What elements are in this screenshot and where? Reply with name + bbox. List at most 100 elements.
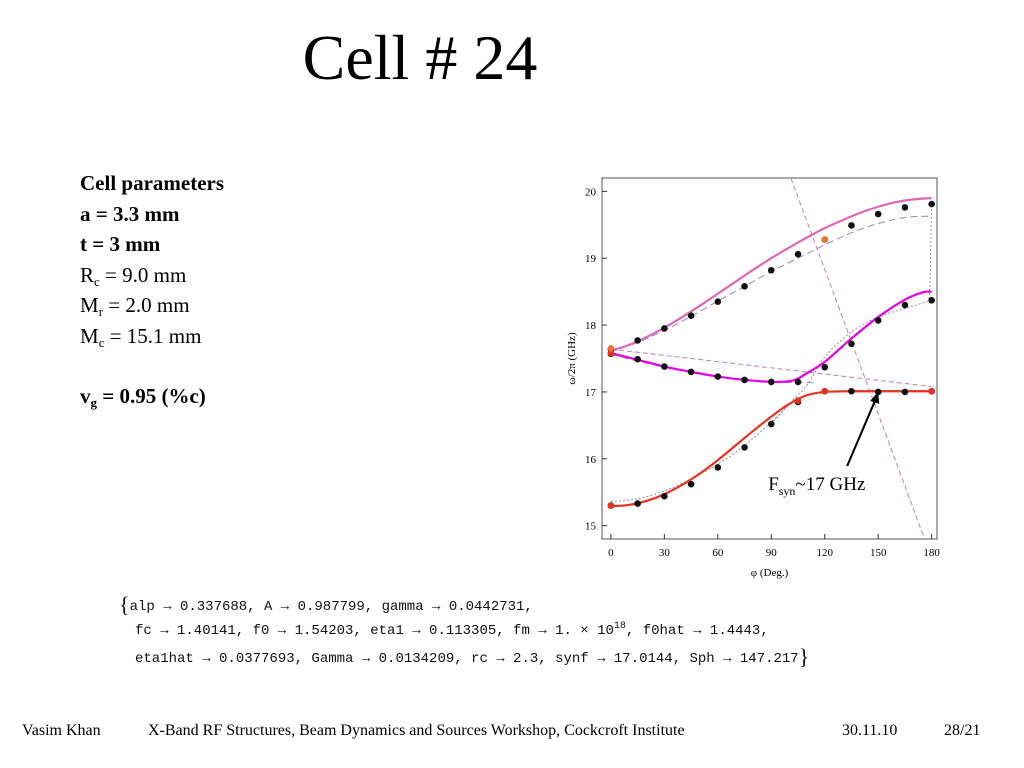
param-mc-subscript: c: [98, 334, 105, 350]
x-tick-label: 0: [608, 547, 614, 559]
data-point-points-lower: [661, 492, 668, 500]
param-mr-value: = 2.0 mm: [103, 293, 190, 317]
param-vg-value: = 0.95 (%c): [97, 384, 206, 408]
y-tick-label: 20: [585, 186, 597, 198]
x-tick-label: 180: [923, 547, 940, 559]
brace-open: {: [119, 592, 130, 617]
param-t: t = 3 mm: [80, 232, 161, 256]
param-vg: vg = 0.95 (%c): [80, 381, 224, 412]
x-tick-label: 90: [766, 547, 778, 559]
data-point-points-red: [607, 502, 615, 509]
y-axis-label: ω/2π (GHz): [566, 332, 578, 385]
data-point-points-upper: [928, 200, 935, 208]
footer-author: Vasim Khan: [22, 722, 101, 739]
fit-results-line-1: {alp → 0.337688, A → 0.987799, gamma → 0…: [119, 592, 809, 618]
x-tick-label: 60: [712, 547, 724, 559]
param-mc-symbol: M: [80, 323, 99, 348]
data-point-points-middle: [661, 363, 668, 370]
data-point-points-middle: [634, 355, 641, 363]
footer-event: X-Band RF Structures, Beam Dynamics and …: [148, 722, 685, 739]
data-point-points-upper: [794, 250, 802, 258]
data-point-points-lower: [634, 500, 641, 507]
y-tick-label: 16: [585, 454, 597, 466]
param-rc-symbol: R: [80, 262, 95, 287]
brace-close: }: [798, 644, 810, 669]
y-tick-label: 18: [585, 320, 597, 332]
data-point-points-red: [794, 397, 802, 404]
data-point-points-lower: [901, 388, 909, 396]
data-point-points-upper: [714, 298, 722, 305]
series-middle-fit: [610, 290, 932, 384]
series-middle-model: [610, 354, 816, 384]
slide-footer: Vasim Khan X-Band RF Structures, Beam Dy…: [0, 722, 1024, 744]
data-point-points-middle: [928, 297, 935, 304]
x-axis-label: φ (Deg.): [751, 567, 789, 579]
dispersion-plot: 0 30 60 90 120 150 180 15 16 17 18 19 20 φ (Deg.) ω/2π…: [566, 177, 940, 579]
fit-results-text-2b: , f0hat → 1.4443,: [625, 623, 769, 639]
param-rc-subscript: c: [94, 273, 100, 289]
data-point-points-upper: [661, 325, 668, 332]
param-mc-value: = 15.1 mm: [104, 323, 202, 348]
data-point-points-middle: [874, 317, 882, 324]
data-point-points-upper: [848, 222, 855, 229]
plot-area: [607, 178, 935, 539]
data-point-points-middle: [714, 373, 722, 380]
data-point-points-upper: [874, 210, 882, 218]
data-point-points-lower: [848, 387, 855, 395]
param-mc: Mc = 15.1 mm: [80, 321, 224, 352]
annotation-arrow-head: [870, 391, 880, 404]
param-vg-symbol: v: [80, 384, 91, 408]
param-mr: Mr = 2.0 mm: [80, 290, 224, 321]
data-point-points-middle: [741, 376, 748, 384]
param-rc: Rc = 9.0 mm: [80, 260, 224, 291]
x-tick-label: 120: [816, 547, 833, 559]
fit-results-text-3: eta1hat → 0.0377693, Gamma → 0.0134209, …: [135, 651, 799, 667]
param-vg-subscript: g: [90, 395, 98, 410]
annotation-label: Fsyn~17 GHz: [768, 474, 865, 498]
annotation-arrow-shaft: [846, 397, 878, 467]
data-point-points-upper: [767, 266, 775, 274]
data-point-points-middle: [901, 301, 909, 309]
data-point-points-middle: [767, 378, 775, 386]
param-mr-symbol: M: [80, 293, 99, 317]
footer-date: 30.11.10: [842, 722, 898, 739]
data-point-points-upper: [901, 204, 909, 211]
annotation-label-rest: ~17 GHz: [795, 474, 865, 495]
data-point-points-middle: [821, 363, 829, 371]
data-point-points-lower: [714, 464, 722, 471]
data-point-points-red: [928, 387, 935, 395]
footer-page: 28/21: [944, 722, 981, 739]
series-light-line-upper: [610, 348, 932, 388]
fit-results-line-3: eta1hat → 0.0377693, Gamma → 0.0134209, …: [135, 644, 809, 670]
data-point-points-lower: [687, 480, 695, 488]
y-tick-label: 19: [585, 253, 597, 265]
y-tick-label: 15: [585, 521, 597, 533]
series-lower-fit: [610, 390, 932, 508]
x-tick-label: 30: [659, 547, 671, 559]
data-point-points-middle: [794, 378, 802, 386]
annotation-label-sub: syn: [779, 484, 796, 498]
annotation-label-main: F: [768, 474, 779, 495]
data-point-points-lower: [874, 388, 882, 396]
data-point-points-red: [607, 349, 615, 357]
data-point-points-lower: [767, 420, 775, 428]
data-point-points-orange: [821, 236, 829, 243]
param-mr-subscript: r: [98, 304, 104, 319]
fit-results-text-2a: fc → 1.40141, f0 → 1.54203, eta1 → 0.113…: [135, 623, 614, 639]
param-spacer: [80, 351, 224, 381]
parameters-heading: Cell parameters: [80, 171, 225, 195]
data-point-points-middle: [848, 340, 855, 348]
slide-title: Cell # 24: [302, 22, 538, 93]
x-tick-label: 150: [870, 547, 887, 559]
dispersion-chart: 0 30 60 90 120 150 180 15 16 17 18 19 20 φ (Deg.) ω/2π…: [560, 176, 950, 586]
data-point-points-upper: [741, 283, 748, 290]
plot-frame: [601, 177, 938, 540]
fit-results-exponent: 18: [613, 621, 626, 632]
data-point-points-lower: [741, 444, 748, 451]
series-upper-fit: [610, 196, 932, 352]
data-point-points-middle: [687, 368, 695, 376]
fit-results: {alp → 0.337688, A → 0.987799, gamma → 0…: [119, 592, 809, 670]
data-point-points-upper: [634, 337, 641, 344]
param-a: a = 3.3 mm: [80, 201, 180, 226]
param-rc-value: = 9.0 mm: [99, 262, 187, 287]
